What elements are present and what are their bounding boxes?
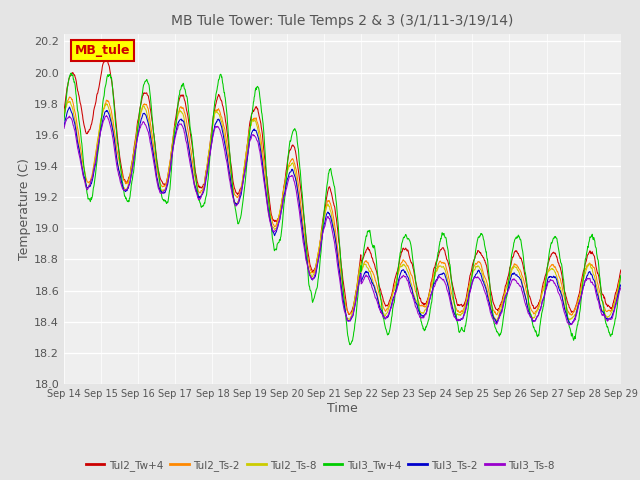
- Tul2_Tw+4: [345, 312, 353, 317]
- Tul3_Ts-2: [60, 123, 68, 129]
- Tul3_Ts-2: [66, 104, 74, 110]
- Tul3_Tw+4: [126, 193, 134, 199]
- Tul3_Ts-2: [126, 179, 134, 185]
- Tul2_Tw+4: [104, 58, 111, 64]
- Y-axis label: Temperature (C): Temperature (C): [19, 158, 31, 260]
- Title: MB Tule Tower: Tule Temps 2 & 3 (3/1/11-3/19/14): MB Tule Tower: Tule Temps 2 & 3 (3/1/11-…: [172, 14, 513, 28]
- Tul2_Ts-8: [66, 98, 74, 104]
- Tul3_Ts-8: [617, 285, 625, 291]
- Line: Tul2_Ts-8: Tul2_Ts-8: [64, 101, 621, 321]
- Tul2_Ts-2: [378, 297, 385, 302]
- Text: MB_tule: MB_tule: [75, 44, 131, 57]
- Tul2_Tw+4: [297, 185, 305, 191]
- Tul3_Ts-8: [565, 322, 573, 328]
- Tul2_Tw+4: [60, 108, 68, 114]
- Tul2_Tw+4: [308, 267, 316, 273]
- Line: Tul2_Tw+4: Tul2_Tw+4: [64, 60, 621, 314]
- Line: Tul2_Ts-2: Tul2_Ts-2: [64, 97, 621, 315]
- Tul3_Tw+4: [318, 232, 326, 238]
- Tul3_Tw+4: [346, 342, 354, 348]
- Line: Tul3_Tw+4: Tul3_Tw+4: [64, 73, 621, 345]
- Tul3_Ts-2: [378, 308, 385, 313]
- Tul3_Ts-2: [297, 210, 305, 216]
- Tul2_Tw+4: [318, 222, 326, 228]
- Tul2_Ts-8: [318, 226, 326, 231]
- Tul2_Ts-8: [308, 274, 316, 279]
- Line: Tul3_Ts-2: Tul3_Ts-2: [64, 107, 621, 324]
- Tul3_Ts-2: [104, 108, 111, 114]
- Tul3_Tw+4: [60, 118, 68, 123]
- Line: Tul3_Ts-8: Tul3_Ts-8: [64, 116, 621, 325]
- Tul3_Ts-8: [126, 178, 134, 184]
- Tul2_Ts-2: [66, 94, 74, 100]
- Tul3_Ts-2: [617, 282, 625, 288]
- Tul2_Ts-2: [126, 173, 134, 179]
- Tul3_Ts-8: [378, 309, 385, 315]
- Tul3_Ts-2: [308, 276, 316, 282]
- Tul2_Ts-2: [104, 98, 111, 104]
- Tul2_Ts-2: [617, 273, 625, 279]
- Tul3_Ts-8: [104, 114, 111, 120]
- Tul3_Ts-8: [318, 234, 326, 240]
- Tul2_Ts-8: [60, 113, 68, 119]
- Tul2_Ts-8: [378, 305, 385, 311]
- Tul3_Ts-8: [60, 126, 68, 132]
- Tul2_Ts-8: [126, 172, 134, 178]
- Tul2_Ts-2: [297, 200, 305, 206]
- Tul3_Tw+4: [67, 71, 74, 76]
- Tul2_Tw+4: [378, 291, 385, 297]
- Tul3_Ts-2: [318, 234, 326, 240]
- Tul3_Ts-8: [297, 219, 305, 225]
- Tul2_Tw+4: [101, 57, 109, 63]
- Tul2_Ts-8: [104, 102, 111, 108]
- Tul3_Ts-8: [308, 276, 316, 282]
- Tul2_Ts-8: [297, 211, 305, 216]
- Tul2_Ts-2: [568, 312, 575, 318]
- X-axis label: Time: Time: [327, 402, 358, 415]
- Tul2_Tw+4: [617, 267, 625, 273]
- Tul2_Ts-8: [617, 274, 625, 280]
- Tul2_Ts-2: [318, 227, 326, 232]
- Tul2_Ts-2: [308, 270, 316, 276]
- Tul3_Tw+4: [308, 297, 316, 302]
- Tul2_Ts-8: [493, 318, 500, 324]
- Tul3_Tw+4: [617, 273, 625, 278]
- Tul2_Tw+4: [126, 171, 134, 177]
- Tul3_Ts-8: [102, 113, 110, 119]
- Tul2_Ts-2: [60, 114, 68, 120]
- Legend: Tul2_Tw+4, Tul2_Ts-2, Tul2_Ts-8, Tul3_Tw+4, Tul3_Ts-2, Tul3_Ts-8: Tul2_Tw+4, Tul2_Ts-2, Tul2_Ts-8, Tul3_Tw…: [81, 456, 559, 475]
- Tul3_Tw+4: [378, 302, 385, 308]
- Tul3_Ts-2: [568, 322, 575, 327]
- Tul3_Tw+4: [297, 174, 305, 180]
- Tul3_Tw+4: [104, 73, 111, 79]
